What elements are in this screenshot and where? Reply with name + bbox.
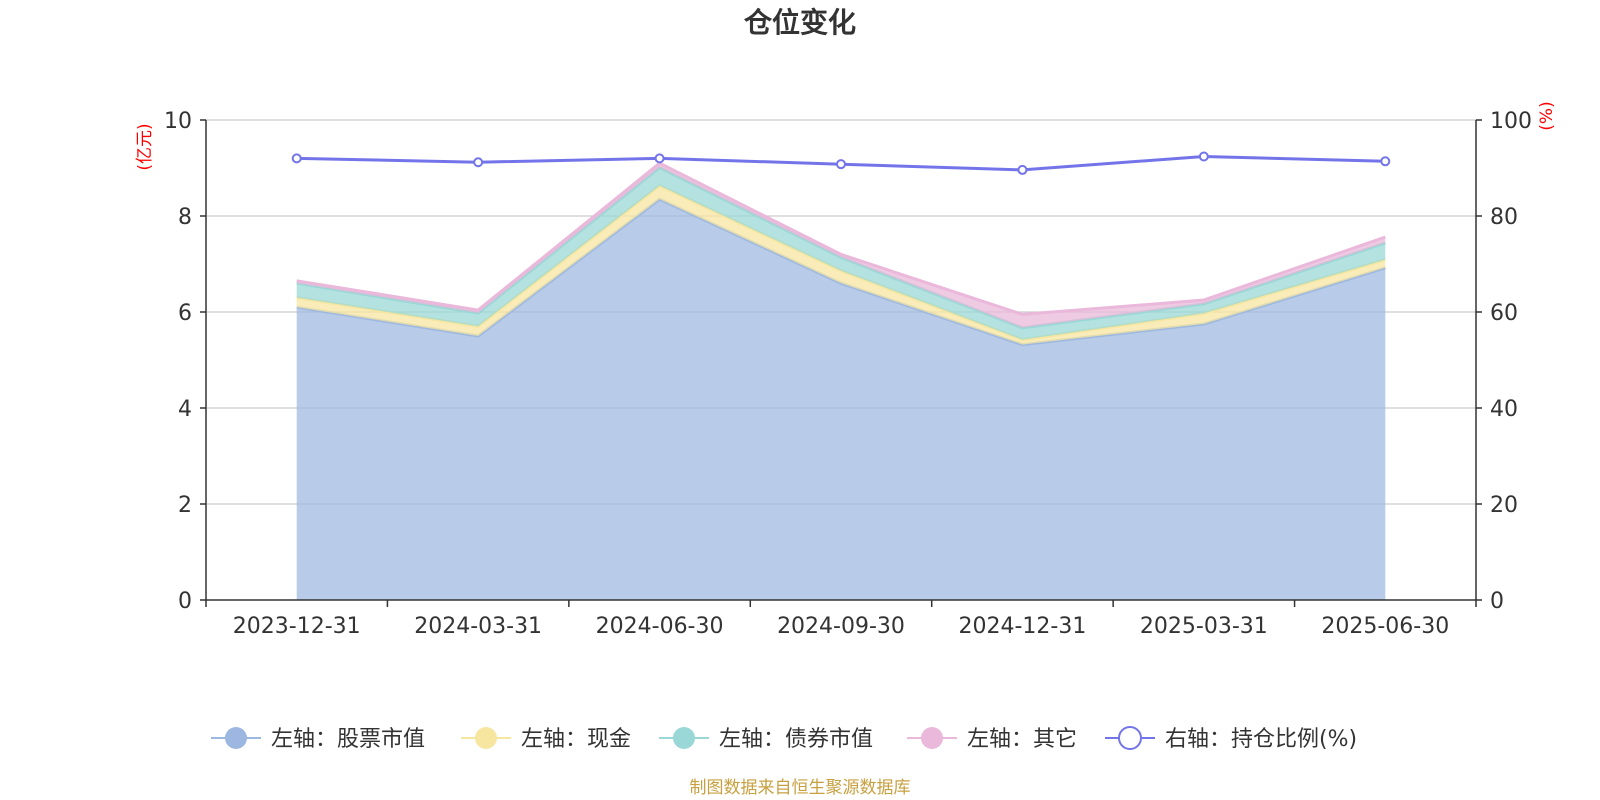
left-tick-label: 10 xyxy=(164,109,192,134)
ratio-point xyxy=(1017,164,1028,175)
x-tick-label: 2023-12-31 xyxy=(233,614,361,639)
legend-marker xyxy=(225,727,247,749)
x-tick-label: 2025-06-30 xyxy=(1321,614,1449,639)
legend-marker xyxy=(475,727,497,749)
area-edge-3 xyxy=(296,161,1386,316)
legend-label: 左轴：债券市值 xyxy=(719,727,873,752)
ratio-point xyxy=(1198,151,1209,162)
legend-item[interactable]: 左轴：债券市值 xyxy=(659,727,873,752)
right-tick-label: 20 xyxy=(1490,493,1518,518)
legend-item[interactable]: 右轴：持仓比例(%) xyxy=(1105,726,1357,752)
ratio-point xyxy=(473,157,484,168)
x-tick-label: 2024-03-31 xyxy=(414,614,542,639)
legend-item[interactable]: 左轴：股票市值 xyxy=(211,727,425,752)
legend-label: 左轴：股票市值 xyxy=(271,727,425,752)
right-tick-label: 100 xyxy=(1490,109,1532,134)
left-tick-label: 2 xyxy=(178,493,192,518)
area-0 xyxy=(296,199,1386,600)
legend-item[interactable]: 左轴：现金 xyxy=(461,727,631,752)
legend-item[interactable]: 左轴：其它 xyxy=(907,727,1077,752)
x-tick-label: 2024-12-31 xyxy=(958,614,1086,639)
x-tick-label: 2024-06-30 xyxy=(596,614,724,639)
legend-label: 左轴：其它 xyxy=(967,727,1077,752)
legend-marker xyxy=(673,727,695,749)
right-tick-label: 80 xyxy=(1490,205,1518,230)
left-tick-label: 4 xyxy=(178,397,192,422)
right-axis-unit: (%) xyxy=(1537,101,1557,130)
legend-label: 右轴：持仓比例(%) xyxy=(1165,727,1357,752)
left-axis-unit: (亿元) xyxy=(135,123,155,170)
right-tick-label: 60 xyxy=(1490,301,1518,326)
right-tick-label: 0 xyxy=(1490,589,1504,614)
left-tick-label: 8 xyxy=(178,205,192,230)
stacked-areas xyxy=(296,161,1386,600)
x-tick-label: 2024-09-30 xyxy=(777,614,905,639)
legend-label: 左轴：现金 xyxy=(521,727,631,752)
ratio-point xyxy=(836,159,846,170)
x-tick-label: 2025-03-31 xyxy=(1140,614,1268,639)
chart-title: 仓位变化 xyxy=(744,6,856,39)
ratio-point xyxy=(1380,156,1391,167)
holding-ratio-line xyxy=(291,151,1391,175)
legend-marker xyxy=(921,727,943,749)
ratio-point xyxy=(291,153,302,164)
ratio-point xyxy=(654,153,665,164)
left-tick-label: 6 xyxy=(178,301,192,326)
right-tick-label: 40 xyxy=(1490,397,1518,422)
legend: 左轴：股票市值 左轴：现金 左轴：债券市值 左轴：其它 右轴：持仓比例(%) xyxy=(211,726,1357,752)
source-note: 制图数据来自恒生聚源数据库 xyxy=(690,778,911,798)
legend-marker xyxy=(1118,726,1142,750)
left-tick-label: 0 xyxy=(178,589,192,614)
